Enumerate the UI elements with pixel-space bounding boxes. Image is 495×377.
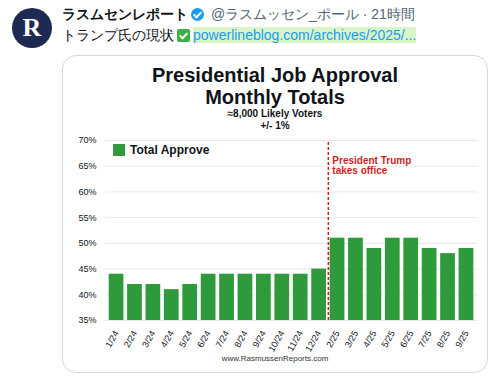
svg-text:President Trumptakes office: President Trumptakes office [332,155,411,176]
html-text:+/- 1%: +/- 1% [260,120,290,131]
svg-text:6/25: 6/25 [398,329,415,349]
svg-text:4/24: 4/24 [159,329,176,349]
html-text:≈8,000 Likely Voters: ≈8,000 Likely Voters [227,108,323,119]
svg-text:7/24: 7/24 [214,329,231,349]
html-text:トランプ氏の現状: トランプ氏の現状 [62,27,174,43]
html-text:R: R [22,13,42,42]
html-text:Presidential Job Approval: Presidential Job Approval [152,64,398,86]
svg-text:8/25: 8/25 [435,329,452,349]
svg-text:6/24: 6/24 [195,329,212,349]
html-text:powerlineblog.com/archives/202: powerlineblog.com/archives/2025/... [193,27,417,43]
svg-text:1/24: 1/24 [103,329,120,349]
svg-text:55%: 55% [78,213,96,223]
svg-text:60%: 60% [78,187,96,197]
html-text:@ラスムッセン_ポール · 21時間: @ラスムッセン_ポール · 21時間 [210,6,415,22]
svg-text:3/25: 3/25 [343,329,360,349]
svg-text:10/24: 10/24 [267,329,287,354]
svg-text:65%: 65% [78,161,96,171]
svg-text:50%: 50% [78,238,96,248]
svg-text:11/24: 11/24 [285,329,305,353]
html-text:ラスムセンレポート: ラスムセンレポート [62,6,188,22]
svg-text:8/24: 8/24 [232,329,249,349]
svg-text:35%: 35% [78,315,96,325]
svg-text:70%: 70% [78,135,96,145]
svg-text:9/24: 9/24 [251,329,268,349]
svg-text:2/24: 2/24 [122,329,139,349]
html-text:Monthly Totals: Monthly Totals [205,86,345,108]
svg-text:7/25: 7/25 [416,329,433,349]
svg-text:4/25: 4/25 [361,329,378,349]
svg-text:2/25: 2/25 [324,329,341,349]
svg-text:5/25: 5/25 [380,329,397,349]
svg-text:12/24: 12/24 [303,329,323,354]
svg-text:3/24: 3/24 [140,329,157,349]
svg-text:40%: 40% [78,290,96,300]
svg-text:45%: 45% [78,264,96,274]
html-text:www.RasmussenReports.com: www.RasmussenReports.com [221,354,329,363]
html-text:Total Approve: Total Approve [130,143,210,157]
svg-text:9/25: 9/25 [453,329,470,349]
svg-text:5/24: 5/24 [177,329,194,349]
